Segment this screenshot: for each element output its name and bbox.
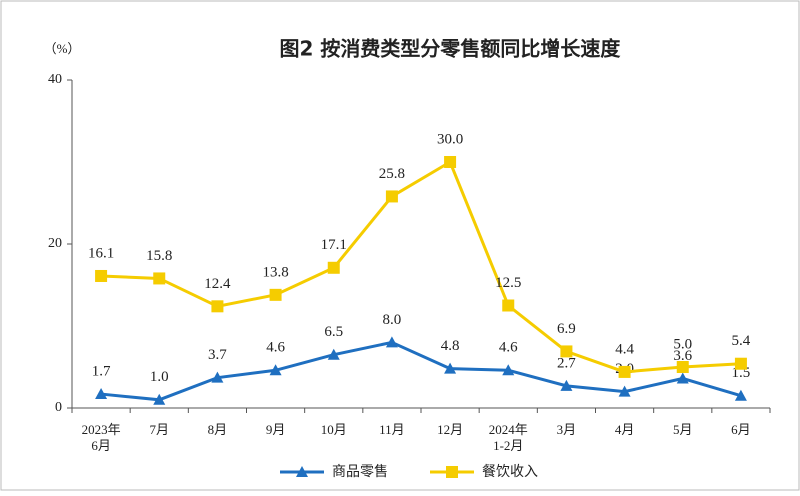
point (502, 364, 515, 376)
x-tick-label: 4月 (614, 422, 635, 437)
series-line (101, 159, 742, 374)
legend-marker (446, 466, 458, 478)
x-tick-label: 2023年 6月 (81, 422, 121, 453)
data-label: 3.7 (208, 347, 227, 363)
point (385, 336, 398, 348)
point (327, 348, 340, 360)
point (153, 272, 166, 285)
point (327, 261, 340, 274)
data-label: 3.6 (673, 348, 692, 364)
point (734, 357, 747, 370)
x-tick-label: 9月 (265, 422, 286, 437)
legend-label: 商品零售 (332, 464, 388, 480)
data-label: 6.5 (324, 324, 343, 340)
y-tick-label: 20 (48, 236, 62, 251)
x-tick-label: 8月 (207, 422, 228, 437)
point (269, 364, 282, 376)
x-tick-label: 2024年 1-2月 (488, 422, 528, 453)
point (502, 299, 515, 312)
y-unit: （%） (44, 41, 81, 56)
point (734, 389, 747, 401)
data-label: 8.0 (383, 312, 402, 328)
data-label: 5.4 (732, 333, 751, 349)
point (618, 365, 631, 378)
data-label: 1.0 (150, 369, 169, 385)
data-label: 12.5 (495, 275, 521, 291)
data-label: 16.1 (88, 245, 114, 261)
point (211, 300, 224, 313)
data-label: 13.8 (262, 264, 288, 280)
data-label: 30.0 (437, 131, 463, 147)
x-tick-label: 5月 (672, 422, 693, 437)
point (211, 371, 224, 383)
data-label: 1.7 (92, 363, 111, 379)
point (95, 388, 108, 400)
data-label: 4.6 (499, 340, 518, 356)
x-tick-label: 10月 (320, 422, 347, 437)
legend-label: 餐饮收入 (482, 464, 538, 480)
point (560, 345, 573, 358)
data-label: 25.8 (379, 166, 405, 182)
data-label: 6.9 (557, 321, 576, 337)
y-tick-label: 0 (55, 400, 62, 415)
data-label: 12.4 (204, 276, 231, 292)
point (676, 372, 689, 384)
series-line (100, 340, 742, 402)
data-label: 5.0 (673, 336, 692, 352)
point (560, 379, 573, 391)
chart-title: 图2 按消费类型分零售额同比增长速度 (280, 37, 622, 61)
point (153, 393, 166, 405)
point (385, 190, 398, 203)
legend-marker (296, 466, 308, 477)
point (269, 288, 282, 301)
data-label: 4.6 (266, 340, 285, 356)
point (618, 385, 631, 397)
x-tick-label: 3月 (556, 422, 577, 437)
data-label: 4.4 (615, 341, 634, 357)
x-tick-label: 12月 (437, 422, 464, 437)
y-tick-label: 40 (48, 72, 62, 87)
data-label: 15.8 (146, 248, 172, 264)
point (95, 269, 108, 282)
point (676, 361, 689, 373)
data-label: 4.8 (441, 338, 460, 354)
x-tick-label: 6月 (731, 422, 751, 437)
point (444, 362, 457, 374)
x-tick-label: 11月 (379, 422, 405, 437)
data-label: 17.1 (321, 237, 347, 253)
point (444, 156, 457, 168)
x-tick-label: 7月 (149, 422, 169, 437)
data-label: 2.7 (557, 355, 576, 371)
